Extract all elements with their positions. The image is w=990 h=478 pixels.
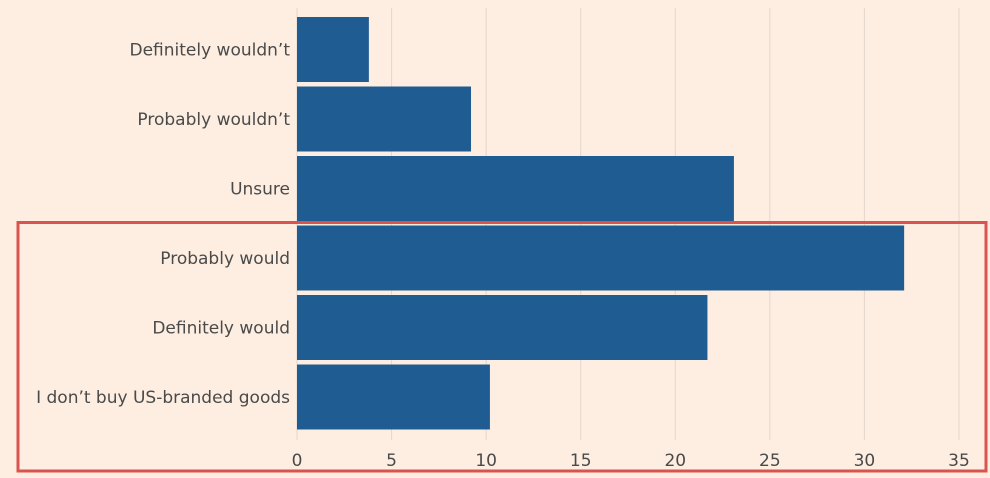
bar — [297, 364, 490, 430]
category-labels: Definitely wouldn’t Probably wouldn’t Unsu… — [36, 41, 290, 409]
category-label: Unsure — [230, 180, 290, 200]
category-label: Definitely would — [152, 319, 290, 339]
bar — [297, 225, 905, 291]
x-tick-label: 5 — [386, 451, 397, 471]
x-tick-label: 0 — [292, 451, 303, 471]
bar — [297, 295, 708, 360]
bar — [297, 156, 734, 221]
x-tick-label: 25 — [759, 451, 781, 471]
highlight-box — [16, 221, 988, 473]
x-tick-label: 15 — [570, 451, 592, 471]
category-label: Probably wouldn’t — [137, 110, 290, 130]
x-tick-label: 30 — [854, 451, 876, 471]
category-label: I don’t buy US-branded goods — [36, 388, 290, 408]
category-label: Definitely wouldn’t — [129, 41, 290, 61]
x-tick-label: 35 — [948, 451, 970, 471]
bar — [297, 17, 369, 82]
x-tick-label: 20 — [664, 451, 686, 471]
x-tick-label: 10 — [475, 451, 497, 471]
bar — [297, 86, 472, 152]
bars — [297, 17, 905, 430]
category-label: Probably would — [160, 249, 290, 269]
x-axis-ticks: 0 5 10 15 20 25 30 35 — [292, 451, 970, 471]
